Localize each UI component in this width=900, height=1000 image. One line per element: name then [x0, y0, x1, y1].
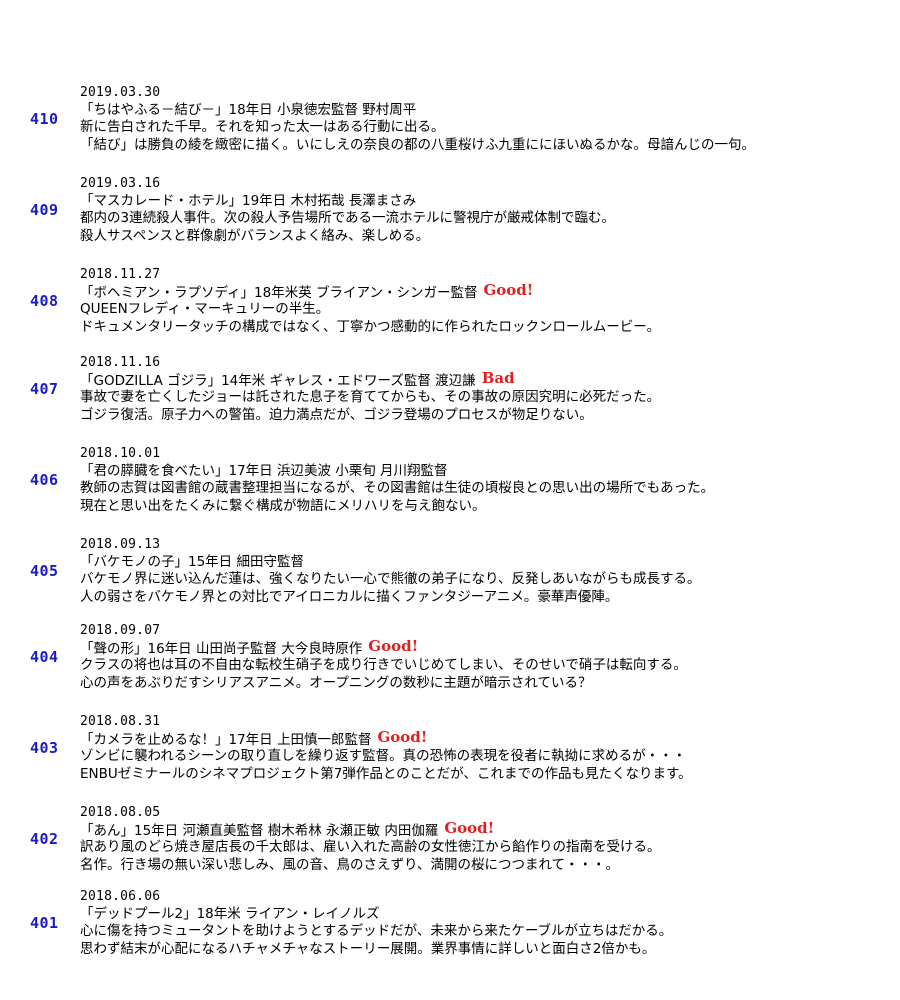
entry-title-line: 「ボヘミアン・ラプソディ」18年米英 ブライアン・シンガー監督 Good! — [80, 284, 895, 302]
entry-comment: ENBUゼミナールのシネマプロジェクト第7弾作品とのことだが、これまでの作品も見… — [80, 765, 692, 782]
entry-comment: 思わず結末が心配になるハチャメチャなストーリー展開。業界事情に詳しいと面白さ2倍… — [80, 940, 656, 957]
entry-comment: 「結び」は勝負の綾を緻密に描く。いにしえの奈良の都の八重桜けふ九重ににほいぬるか… — [80, 136, 755, 153]
entry-comment: 人の弱さをバケモノ界との対比でアイロニカルに描くファンタジーアニメ。豪華声優陣。 — [80, 588, 619, 605]
entry-body: 2018.11.27 「ボヘミアン・ラプソディ」18年米英 ブライアン・シンガー… — [80, 266, 895, 336]
entry-number: 404 — [30, 648, 59, 666]
entry-synopsis: 都内の3連続殺人事件。次の殺人予告場所である一流ホテルに警視庁が厳戒体制で臨む。 — [80, 210, 615, 226]
entry-body: 2018.09.13 「バケモノの子」15年日 細田守監督 バケモノ界に迷い込ん… — [80, 536, 895, 606]
rating-good-badge: Good! — [377, 730, 428, 746]
entry-comment: 心の声をあぶりだすシリアスアニメ。オープニングの数秒に主題が暗示されている？ — [80, 674, 592, 691]
rating-good-badge: Good! — [444, 821, 495, 837]
entry-synopsis: 訳あり風のどら焼き屋店長の千太郎は、雇い入れた高齢の女性徳江から餡作りの指南を受… — [80, 839, 661, 855]
entry-date: 2018.08.05 — [80, 805, 161, 820]
review-entry-410: 410 2019.03.30 「ちはやふる－結び－」18年日 小泉徳宏監督 野村… — [0, 84, 900, 175]
entry-synopsis: QUEENフレディ・マーキュリーの半生。 — [80, 301, 330, 317]
entry-title-line: 「GODZILLA ゴジラ」14年米 ギャレス・エドワーズ監督 渡辺謙 Bad — [80, 372, 895, 390]
entry-title-line: 「聲の形」16年日 山田尚子監督 大今良時原作 Good! — [80, 640, 895, 658]
entry-title: 「あん」15年日 河瀬直美監督 樹木希林 永瀬正敏 内田伽羅 — [80, 822, 439, 839]
rating-bad-badge: Bad — [481, 371, 515, 387]
review-entry-408: 408 2018.11.27 「ボヘミアン・ラプソディ」18年米英 ブライアン・… — [0, 266, 900, 354]
review-entry-404: 404 2018.09.07 「聲の形」16年日 山田尚子監督 大今良時原作 Go… — [0, 622, 900, 713]
entry-title-line: 「デッドプール2」18年米 ライアン・レイノルズ — [80, 906, 895, 924]
review-entry-405: 405 2018.09.13 「バケモノの子」15年日 細田守監督 バケモノ界に… — [0, 536, 900, 622]
review-entry-401: 401 2018.06.06 「デッドプール2」18年米 ライアン・レイノルズ … — [0, 888, 900, 979]
review-entry-402: 402 2018.08.05 「あん」15年日 河瀬直美監督 樹木希林 永瀬正敏… — [0, 804, 900, 888]
entry-comment: 名作。行き場の無い深い悲しみ、風の音、鳥のさえずり、満開の桜につつまれて・・・。 — [80, 856, 620, 873]
entry-number: 405 — [30, 562, 59, 580]
entry-date: 2018.09.07 — [80, 623, 161, 638]
entry-number: 401 — [30, 914, 59, 932]
entry-date: 2018.09.13 — [80, 537, 161, 552]
entry-body: 2018.08.05 「あん」15年日 河瀬直美監督 樹木希林 永瀬正敏 内田伽… — [80, 804, 895, 874]
entry-title: 「聲の形」16年日 山田尚子監督 大今良時原作 — [80, 640, 363, 657]
entry-synopsis: バケモノ界に迷い込んだ蓮は、強くなりたい一心で熊徹の弟子になり、反発しあいながら… — [80, 571, 701, 587]
entry-synopsis: クラスの将也は耳の不自由な転校生硝子を成り行きでいじめてしまい、そのせいで硝子は… — [80, 657, 687, 673]
entry-body: 2018.06.06 「デッドプール2」18年米 ライアン・レイノルズ 心に傷を… — [80, 888, 895, 958]
entry-title-line: 「ちはやふる－結び－」18年日 小泉徳宏監督 野村周平 — [80, 102, 895, 120]
entry-comment: 現在と思い出をたくみに繋ぐ構成が物語にメリハリを与え飽ない。 — [80, 497, 486, 514]
entry-number: 402 — [30, 830, 59, 848]
entry-title-line: 「カメラを止めるな！」17年日 上田慎一郎監督 Good! — [80, 731, 895, 749]
entry-body: 2018.08.31 「カメラを止めるな！」17年日 上田慎一郎監督 Good! … — [80, 713, 895, 783]
review-entry-407: 407 2018.11.16 「GODZILLA ゴジラ」14年米 ギャレス・エ… — [0, 354, 900, 445]
entry-title-line: 「君の膵臓を食べたい」17年日 浜辺美波 小栗旬 月川翔監督 — [80, 463, 895, 481]
entry-title: 「バケモノの子」15年日 細田守監督 — [80, 553, 304, 570]
entry-date: 2019.03.16 — [80, 176, 161, 191]
movie-review-list: 410 2019.03.30 「ちはやふる－結び－」18年日 小泉徳宏監督 野村… — [0, 84, 900, 979]
entry-body: 2019.03.30 「ちはやふる－結び－」18年日 小泉徳宏監督 野村周平 新… — [80, 84, 895, 154]
entry-title-line: 「マスカレード・ホテル」19年日 木村拓哉 長澤まさみ — [80, 193, 895, 211]
entry-number: 409 — [30, 201, 59, 219]
rating-good-badge: Good! — [368, 639, 419, 655]
entry-date: 2019.03.30 — [80, 85, 161, 100]
review-entry-409: 409 2019.03.16 「マスカレード・ホテル」19年日 木村拓哉 長澤ま… — [0, 175, 900, 266]
entry-title-line: 「バケモノの子」15年日 細田守監督 — [80, 554, 895, 572]
entry-comment: ドキュメンタリータッチの構成ではなく、丁寧かつ感動的に作られたロックンロールムー… — [80, 318, 661, 335]
entry-title: 「君の膵臓を食べたい」17年日 浜辺美波 小栗旬 月川翔監督 — [80, 462, 448, 479]
entry-body: 2018.10.01 「君の膵臓を食べたい」17年日 浜辺美波 小栗旬 月川翔監… — [80, 445, 895, 515]
entry-date: 2018.10.01 — [80, 446, 161, 461]
entry-date: 2018.08.31 — [80, 714, 161, 729]
entry-title: 「ボヘミアン・ラプソディ」18年米英 ブライアン・シンガー監督 — [80, 284, 478, 301]
entry-date: 2018.11.16 — [80, 355, 161, 370]
entry-date: 2018.06.06 — [80, 889, 161, 904]
entry-comment: 殺人サスペンスと群像劇がバランスよく絡み、楽しめる。 — [80, 227, 430, 244]
rating-good-badge: Good! — [483, 283, 534, 299]
entry-date: 2018.11.27 — [80, 267, 161, 282]
entry-title: 「GODZILLA ゴジラ」14年米 ギャレス・エドワーズ監督 渡辺謙 — [80, 372, 476, 389]
entry-synopsis: 新に告白された千早。それを知った太一はある行動に出る。 — [80, 119, 445, 135]
entry-number: 406 — [30, 471, 59, 489]
entry-synopsis: 心に傷を持つミュータントを助けようとするデッドだが、未来から来たケーブルが立ちは… — [80, 923, 673, 939]
entry-synopsis: 教師の志賀は図書館の蔵書整理担当になるが、その図書館は生徒の頃桜良との思い出の場… — [80, 480, 715, 496]
entry-title: 「デッドプール2」18年米 ライアン・レイノルズ — [80, 905, 380, 922]
entry-number: 407 — [30, 380, 59, 398]
entry-number: 408 — [30, 292, 59, 310]
entry-title-line: 「あん」15年日 河瀬直美監督 樹木希林 永瀬正敏 内田伽羅 Good! — [80, 822, 895, 840]
entry-synopsis: ゾンビに襲われるシーンの取り直しを繰り返す監督。真の恐怖の表現を役者に執拗に求め… — [80, 748, 687, 764]
review-entry-403: 403 2018.08.31 「カメラを止めるな！」17年日 上田慎一郎監督 Go… — [0, 713, 900, 804]
entry-number: 410 — [30, 110, 59, 128]
entry-body: 2019.03.16 「マスカレード・ホテル」19年日 木村拓哉 長澤まさみ 都… — [80, 175, 895, 245]
entry-comment: ゴジラ復活。原子力への警笛。迫力満点だが、ゴジラ登場のプロセスが物足りない。 — [80, 406, 593, 423]
entry-title: 「ちはやふる－結び－」18年日 小泉徳宏監督 野村周平 — [80, 101, 417, 118]
entry-title: 「カメラを止めるな！」17年日 上田慎一郎監督 — [80, 731, 372, 748]
entry-body: 2018.09.07 「聲の形」16年日 山田尚子監督 大今良時原作 Good! … — [80, 622, 895, 692]
entry-title: 「マスカレード・ホテル」19年日 木村拓哉 長澤まさみ — [80, 192, 417, 209]
entry-body: 2018.11.16 「GODZILLA ゴジラ」14年米 ギャレス・エドワーズ… — [80, 354, 895, 424]
entry-number: 403 — [30, 739, 59, 757]
entry-synopsis: 事故で妻を亡くしたジョーは託された息子を育ててからも、その事故の原因究明に必死だ… — [80, 389, 661, 405]
review-entry-406: 406 2018.10.01 「君の膵臓を食べたい」17年日 浜辺美波 小栗旬 … — [0, 445, 900, 536]
